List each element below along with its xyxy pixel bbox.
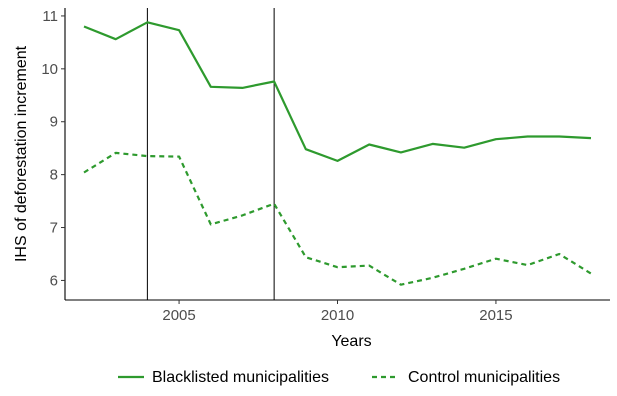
series-line-blacklisted [83,21,592,162]
y-axis-title: IHS of deforestation increment [13,45,30,262]
y-tick-label: 11 [42,8,58,25]
legend-label: Control municipalities [408,369,560,386]
y-tick-label: 8 [50,167,58,184]
axes: 6 7 8 9 10 11 2005 2010 2015 Years IHS of deforest… [13,8,610,350]
series-lines [83,21,592,286]
legend-label: Blacklisted municipalities [152,369,329,386]
x-tick-label: 2015 [479,307,512,324]
x-tick-label: 2010 [321,307,354,324]
y-tick-label: 6 [50,272,58,289]
x-tick-label: 2005 [162,307,195,324]
y-tick-label: 10 [41,61,58,78]
y-tick-label: 7 [50,220,58,237]
legend: Blacklisted municipalities Control munici… [118,369,560,386]
y-tick-label: 9 [50,114,58,131]
series-line-control [83,151,592,286]
x-axis-title: Years [331,333,371,350]
reference-lines [146,8,275,300]
